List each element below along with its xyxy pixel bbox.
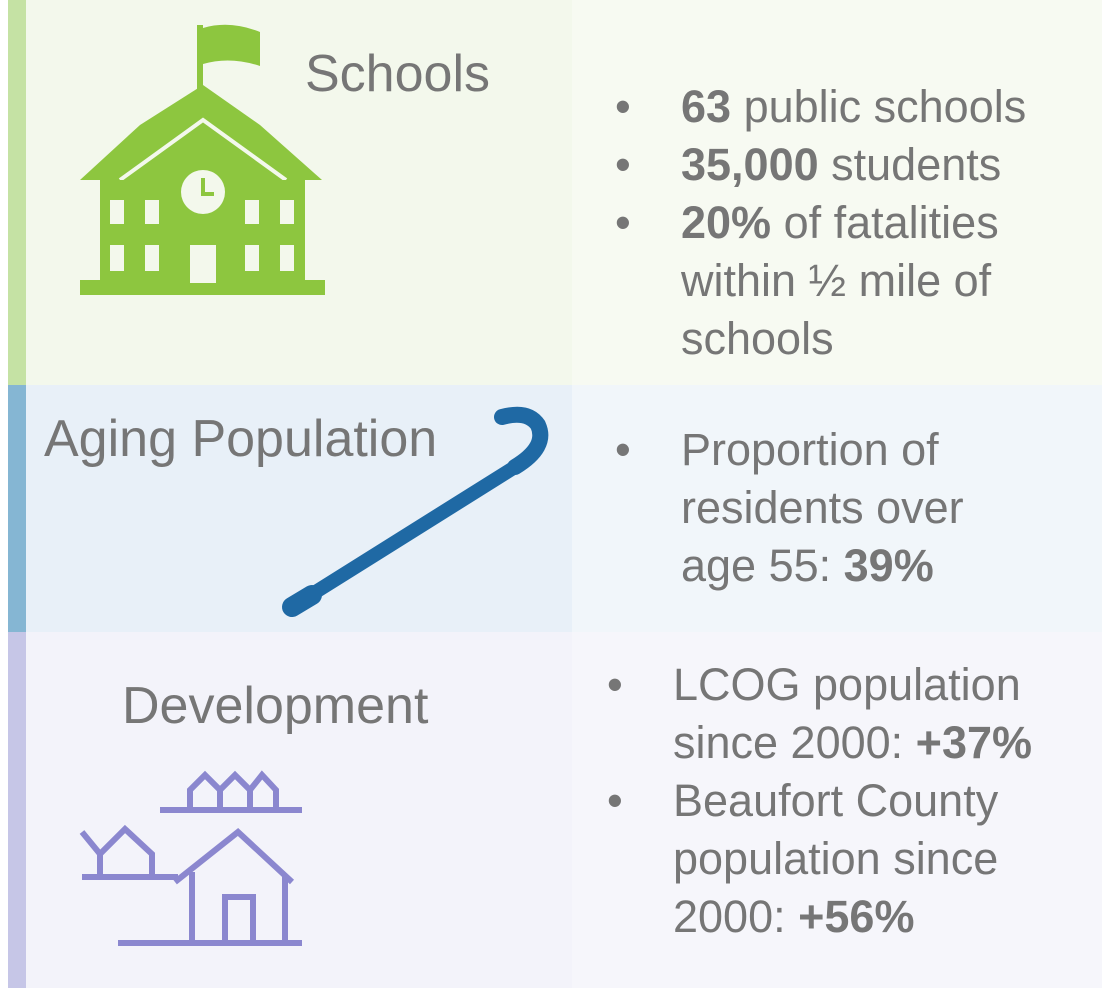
section-title: Aging Population	[44, 410, 438, 468]
houses-icon	[79, 770, 302, 946]
bullet-list: 63 public schools35,000 students20% of f…	[615, 78, 1095, 368]
text: LCOG population since 2000:	[673, 659, 1034, 768]
section-title: Development	[122, 677, 429, 735]
text: Proportion of residents over age 55:	[681, 424, 977, 591]
development-row: Development LCOG population since 2000: …	[0, 632, 1102, 988]
text: public schools	[731, 81, 1027, 132]
schools-row: Schools 63 public schools35,000 students…	[0, 0, 1102, 385]
bullet-list: Proportion of residents over age 55: 39%	[615, 421, 1035, 595]
bullet: 20% of fatalities within ½ mile of schoo…	[615, 194, 1095, 368]
bold-text: 35,000	[681, 139, 819, 190]
aging-row: Aging Population Proportion of residents…	[0, 385, 1102, 632]
text: Beaufort County population since 2000:	[673, 775, 1011, 942]
bold-text: +56%	[798, 891, 915, 942]
school-icon	[80, 24, 325, 295]
accent-bar	[8, 0, 26, 385]
bullet: 63 public schools	[615, 78, 1095, 136]
accent-bar	[8, 632, 26, 988]
bold-text: +37%	[915, 717, 1033, 768]
text: students	[818, 139, 1002, 190]
bullet: LCOG population since 2000: +37%	[607, 656, 1087, 772]
left-panel	[26, 385, 572, 632]
bullet: Proportion of residents over age 55: 39%	[615, 421, 1035, 595]
bold-text: 39%	[843, 540, 934, 591]
text: of fatalities within ½ mile of schools	[681, 197, 1012, 364]
section-title: Schools	[305, 45, 490, 103]
cane-icon	[282, 406, 549, 617]
bold-text: 63	[681, 81, 732, 132]
bullet: 35,000 students	[615, 136, 1095, 194]
accent-bar	[8, 385, 26, 632]
bold-text: 20%	[681, 197, 772, 248]
bullet: Beaufort County population since 2000: +…	[607, 772, 1087, 946]
bullet-list: LCOG population since 2000: +37%Beaufort…	[607, 656, 1087, 946]
